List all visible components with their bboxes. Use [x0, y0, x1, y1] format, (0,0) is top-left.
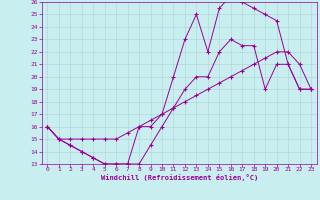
- X-axis label: Windchill (Refroidissement éolien,°C): Windchill (Refroidissement éolien,°C): [100, 174, 258, 181]
